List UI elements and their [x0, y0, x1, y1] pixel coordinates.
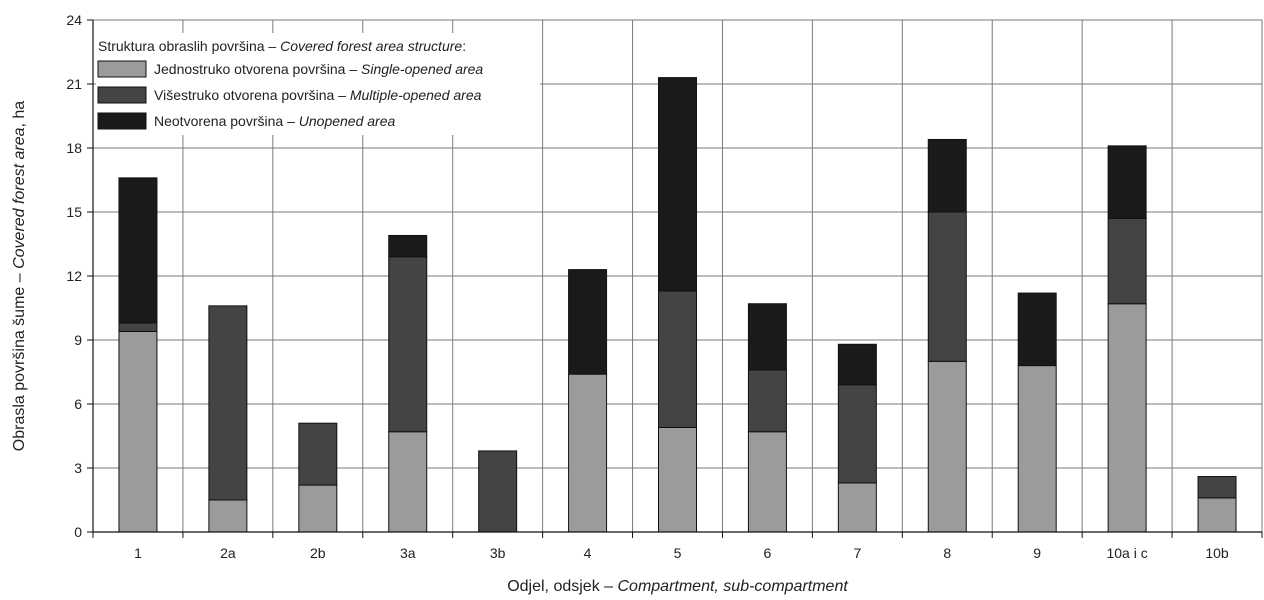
x-tick-label: 4 — [584, 545, 592, 561]
y-axis-title: Obrasla površina šume – Covered forest a… — [11, 101, 28, 452]
bar-segment-unopened — [1017, 292, 1057, 367]
y-tick-label: 0 — [74, 524, 82, 540]
legend-label-unopened: Neotvorena površina – Unopened area — [154, 113, 396, 129]
x-tick-label: 5 — [674, 545, 682, 561]
bars — [118, 77, 1237, 533]
bar-segment-multiple-opened — [747, 369, 787, 433]
bar-segment-multiple-opened — [1107, 217, 1147, 305]
bar-segment-single-opened — [927, 360, 967, 533]
y-tick-label: 21 — [66, 76, 82, 92]
x-tick-label: 9 — [1033, 545, 1041, 561]
bar-segment-unopened — [388, 234, 428, 258]
bar-segment-unopened — [568, 269, 608, 375]
y-tick-labels: 0 3 6 9 12 15 18 21 24 — [66, 12, 93, 540]
bar-segment-multiple-opened — [658, 290, 697, 428]
bar-segment-multiple-opened — [388, 256, 428, 433]
y-tick-label: 3 — [74, 460, 82, 476]
legend-swatch-multiple-opened — [97, 86, 147, 104]
x-tick-label: 2a — [220, 545, 236, 561]
bar-segment-single-opened — [298, 484, 338, 533]
x-tick-label: 1 — [134, 545, 142, 561]
bar-segment-multiple-opened — [1197, 476, 1237, 499]
x-tick-label: 3b — [490, 545, 506, 561]
x-tick-label: 10b — [1205, 545, 1229, 561]
bar-segment-multiple-opened — [927, 211, 967, 362]
bar-segment-multiple-opened — [118, 322, 158, 332]
bar-segment-single-opened — [747, 431, 787, 533]
bar-segment-single-opened — [837, 482, 877, 533]
x-tick-labels: 1 2a 2b 3a 3b 4 5 6 7 8 9 10a i c 10b — [92, 532, 1263, 561]
x-tick-label: 3a — [400, 545, 416, 561]
bar-segment-unopened — [747, 303, 787, 371]
bar-segment-single-opened — [658, 426, 697, 533]
bar-segment-multiple-opened — [298, 422, 338, 486]
legend-title: Struktura obraslih površina – Covered fo… — [98, 38, 466, 54]
y-tick-label: 9 — [74, 332, 82, 348]
bar-segment-single-opened — [118, 330, 158, 533]
bar-segment-single-opened — [1107, 303, 1147, 533]
bar-segment-multiple-opened — [837, 384, 877, 484]
bar-segment-unopened — [118, 177, 158, 324]
bar-segment-single-opened — [1017, 365, 1057, 533]
legend-background — [96, 33, 540, 135]
bar-segment-single-opened — [208, 499, 248, 533]
legend: Struktura obraslih površina – Covered fo… — [96, 33, 540, 135]
y-tick-label: 24 — [66, 12, 82, 28]
legend-label-single-opened: Jednostruko otvorena površina – Single-o… — [154, 61, 483, 77]
bar-segment-unopened — [927, 138, 967, 213]
bar-segment-single-opened — [388, 431, 428, 533]
bar-segment-unopened — [658, 77, 697, 292]
bar-segment-multiple-opened — [208, 305, 248, 501]
bar-segment-single-opened — [568, 373, 608, 533]
x-tick-label: 2b — [310, 545, 326, 561]
bar-segment-unopened — [837, 343, 877, 386]
x-tick-label: 6 — [764, 545, 772, 561]
legend-swatch-single-opened — [97, 60, 147, 78]
y-tick-label: 6 — [74, 396, 82, 412]
bar-segment-unopened — [1107, 145, 1147, 219]
legend-swatch-unopened — [97, 112, 147, 130]
x-tick-label: 10a i c — [1106, 545, 1147, 561]
y-tick-label: 15 — [66, 204, 82, 220]
x-tick-label: 7 — [853, 545, 861, 561]
x-axis-title: Odjel, odsjek – Compartment, sub-compart… — [507, 578, 848, 595]
x-tick-label: 8 — [943, 545, 951, 561]
y-tick-label: 18 — [66, 140, 82, 156]
bar-segment-single-opened — [1197, 497, 1237, 533]
y-tick-label: 12 — [66, 268, 82, 284]
legend-label-multiple-opened: Višestruko otvorena površina – Multiple-… — [154, 87, 482, 103]
bar-segment-multiple-opened — [478, 450, 518, 533]
